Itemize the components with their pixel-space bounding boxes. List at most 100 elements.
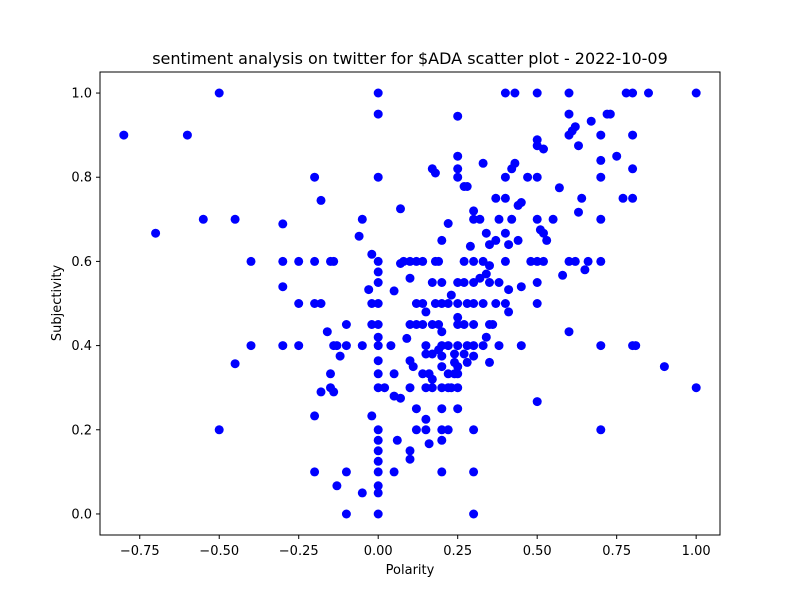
scatter-point xyxy=(278,341,288,351)
scatter-point xyxy=(453,172,463,182)
scatter-point xyxy=(392,435,402,445)
scatter-point xyxy=(373,509,383,519)
scatter-point xyxy=(500,256,510,266)
scatter-point xyxy=(411,256,421,266)
scatter-point xyxy=(516,341,526,351)
scatter-point xyxy=(539,144,548,154)
scatter-point xyxy=(373,332,383,342)
scatter-point xyxy=(411,404,421,414)
scatter-point xyxy=(310,411,320,421)
scatter-point xyxy=(437,404,447,414)
scatter-point xyxy=(214,88,224,98)
scatter-point xyxy=(500,299,510,308)
scatter-point xyxy=(437,299,447,308)
scatter-point xyxy=(341,320,351,329)
scatter-point xyxy=(380,383,390,393)
scatter-point xyxy=(411,425,421,435)
scatter-point xyxy=(151,228,161,238)
scatter-point xyxy=(373,341,383,351)
scatter-point xyxy=(478,341,488,351)
scatter-point xyxy=(402,333,412,343)
scatter-point xyxy=(373,446,383,456)
scatter-point xyxy=(411,320,421,329)
scatter-point xyxy=(405,273,415,283)
y-axis-label: Subjectivity xyxy=(50,265,65,342)
scatter-point xyxy=(367,320,377,329)
scatter-point xyxy=(405,454,415,464)
scatter-point xyxy=(119,130,129,140)
y-tick-label: 1.0 xyxy=(71,87,92,102)
scatter-point xyxy=(373,383,383,393)
scatter-point xyxy=(453,278,463,287)
scatter-point xyxy=(596,172,606,182)
scatter-point xyxy=(386,341,396,351)
scatter-point xyxy=(411,299,421,308)
scatter-point xyxy=(516,198,526,207)
scatter-point xyxy=(510,88,520,98)
y-axis: 0.0 0.2 0.4 0.6 0.8 1.0 xyxy=(71,87,100,522)
scatter-point xyxy=(373,299,383,308)
scatter-point xyxy=(421,425,431,435)
scatter-point xyxy=(326,369,335,379)
scatter-point xyxy=(453,111,463,121)
scatter-point xyxy=(453,320,463,329)
scatter-point xyxy=(500,172,510,182)
scatter-point xyxy=(278,256,288,266)
scatter-point xyxy=(481,332,491,342)
scatter-point xyxy=(332,341,342,351)
scatter-point xyxy=(469,278,479,287)
scatter-point xyxy=(628,130,638,140)
scatter-point xyxy=(373,267,383,277)
scatter-point xyxy=(294,341,304,351)
scatter-point xyxy=(554,183,564,193)
scatter-point xyxy=(469,467,479,477)
scatter-point xyxy=(478,158,488,168)
scatter-point xyxy=(628,193,638,203)
y-tick-label: 0.2 xyxy=(71,423,92,438)
scatter-point xyxy=(526,256,536,266)
scatter-point xyxy=(367,249,377,259)
scatter-point xyxy=(453,369,463,379)
scatter-point xyxy=(437,278,447,287)
scatter-point xyxy=(446,290,456,300)
scatter-point xyxy=(230,214,240,224)
scatter-point xyxy=(427,278,437,287)
scatter-point xyxy=(478,256,488,266)
scatter-point xyxy=(532,256,542,266)
scatter-point xyxy=(532,397,542,407)
scatter-point xyxy=(462,182,472,191)
scatter-point xyxy=(459,349,469,359)
scatter-point xyxy=(564,88,574,98)
scatter-point xyxy=(450,349,459,359)
scatter-point xyxy=(469,206,479,216)
scatter-point xyxy=(443,425,453,435)
scatter-point xyxy=(418,320,428,329)
x-axis: −0.75 −0.50 −0.25 0.00 0.25 0.50 0.75 1.00 xyxy=(120,535,711,559)
scatter-point xyxy=(437,435,447,445)
scatter-point xyxy=(485,357,494,367)
scatter-point xyxy=(577,193,587,203)
scatter-point xyxy=(596,256,606,266)
scatter-point xyxy=(437,383,447,393)
scatter-point xyxy=(427,383,437,393)
scatter-point xyxy=(430,168,440,178)
scatter-point xyxy=(198,214,208,224)
scatter-point xyxy=(364,285,374,295)
scatter-point xyxy=(443,341,453,351)
y-tick-label: 0.8 xyxy=(71,171,92,186)
scatter-point xyxy=(513,235,523,245)
scatter-point xyxy=(443,219,453,228)
scatter-point xyxy=(453,164,463,174)
scatter-point xyxy=(596,155,606,165)
scatter-point xyxy=(418,299,428,308)
scatter-point xyxy=(481,269,491,279)
scatter-point xyxy=(453,341,463,351)
scatter-point xyxy=(539,256,548,266)
scatter-point xyxy=(507,214,517,224)
scatter-point xyxy=(618,193,628,203)
scatter-point xyxy=(469,509,479,519)
scatter-point xyxy=(596,130,606,140)
scatter-point xyxy=(427,320,437,329)
scatter-point xyxy=(437,327,447,337)
scatter-point xyxy=(510,158,520,168)
